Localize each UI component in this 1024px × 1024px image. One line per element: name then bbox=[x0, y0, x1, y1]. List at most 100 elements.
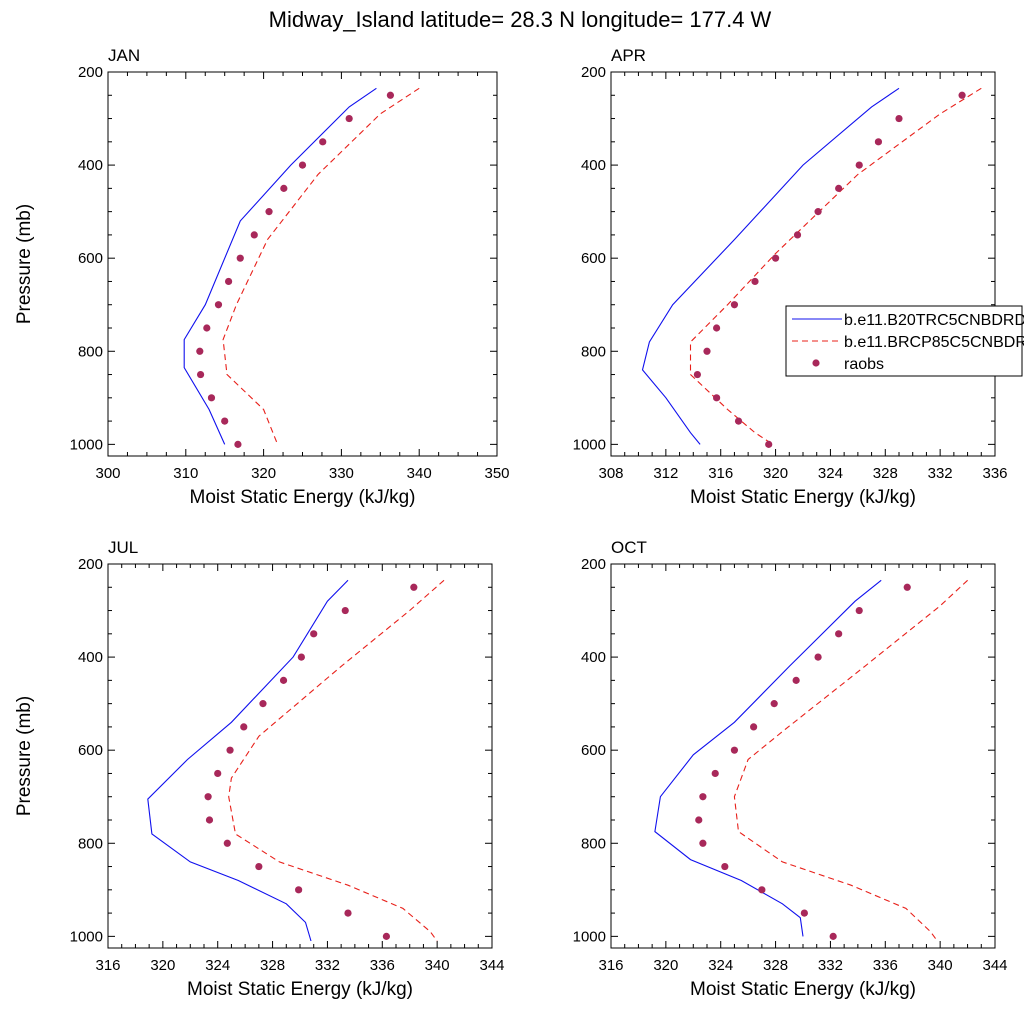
raobs-point bbox=[771, 254, 780, 262]
raobs-point bbox=[699, 839, 707, 847]
x-tick-label: 340 bbox=[407, 465, 432, 482]
x-tick-label: 330 bbox=[329, 465, 354, 482]
raobs-point bbox=[800, 909, 808, 917]
x-tick-label: 312 bbox=[653, 465, 678, 482]
raobs-point bbox=[835, 184, 843, 192]
plot-frame bbox=[610, 71, 996, 457]
plot-frame bbox=[610, 563, 996, 949]
x-axis-label: Moist Static Energy (kJ/kg) bbox=[690, 979, 916, 1000]
x-tick-label: 336 bbox=[873, 957, 898, 974]
raobs-point bbox=[280, 184, 288, 192]
raobs-point bbox=[770, 700, 778, 708]
raobs-point bbox=[730, 746, 739, 754]
raobs-point bbox=[226, 746, 234, 754]
y-tick-label: 600 bbox=[78, 250, 103, 267]
raobs-point bbox=[814, 208, 822, 216]
x-tick-label: 336 bbox=[982, 465, 1007, 482]
rcp85-series-line bbox=[733, 579, 968, 942]
panel-apr: APR 308 312 316 320 324 328 332 336 200 400 600 800 1… bbox=[573, 46, 1008, 508]
y-tick-label: 200 bbox=[581, 64, 606, 81]
rcp85-series-line bbox=[689, 87, 982, 445]
raobs-point bbox=[386, 91, 395, 99]
x-tick-label: 308 bbox=[598, 465, 623, 482]
historical-series-line bbox=[147, 579, 349, 942]
panels-container: JAN 300 310 320 330 340 350 200 400 600 800 1000 Moi… bbox=[14, 46, 1008, 1000]
legend-marker-raobs bbox=[812, 359, 820, 367]
raobs-point bbox=[196, 347, 204, 355]
y-axis-label: Pressure (mb) bbox=[14, 204, 35, 324]
x-tick-label: 344 bbox=[982, 957, 1007, 974]
legend-label: raobs bbox=[844, 356, 884, 373]
legend-label: b.e11.BRCP85C5CNBDRD bbox=[844, 334, 1024, 351]
y-tick-label: 600 bbox=[581, 742, 606, 759]
historical-series-line bbox=[654, 579, 882, 937]
x-tick-label: 324 bbox=[708, 957, 733, 974]
panel-title: OCT bbox=[611, 538, 647, 557]
x-tick-label: 320 bbox=[251, 465, 276, 482]
rcp85-series-line bbox=[228, 579, 445, 942]
raobs-point bbox=[903, 583, 911, 591]
x-tick-label: 328 bbox=[873, 465, 898, 482]
raobs-point bbox=[221, 417, 229, 425]
raobs-point bbox=[382, 932, 390, 940]
raobs-point bbox=[713, 324, 721, 332]
y-tick-label: 800 bbox=[581, 343, 606, 360]
y-tick-label: 800 bbox=[581, 835, 606, 852]
x-tick-label: 332 bbox=[928, 465, 953, 482]
x-tick-label: 320 bbox=[150, 957, 175, 974]
y-tick-label: 1000 bbox=[70, 436, 103, 453]
x-axis-label: Moist Static Energy (kJ/kg) bbox=[690, 487, 916, 508]
x-tick-label: 340 bbox=[425, 957, 450, 974]
y-tick-label: 1000 bbox=[573, 928, 606, 945]
x-tick-label: 300 bbox=[95, 465, 120, 482]
x-tick-label: 310 bbox=[173, 465, 198, 482]
legend-label: b.e11.B20TRC5CNBDRD bbox=[844, 312, 1024, 329]
x-tick-label: 316 bbox=[598, 957, 623, 974]
raobs-point bbox=[750, 723, 758, 731]
x-tick-label: 328 bbox=[763, 957, 788, 974]
x-tick-label: 350 bbox=[484, 465, 509, 482]
x-tick-label: 324 bbox=[818, 465, 843, 482]
panel-title: APR bbox=[611, 46, 646, 65]
raobs-point bbox=[224, 277, 233, 286]
raobs-point bbox=[765, 440, 773, 448]
raobs-point bbox=[250, 231, 258, 239]
y-tick-label: 1000 bbox=[573, 436, 606, 453]
raobs-point bbox=[223, 839, 231, 847]
raobs-point bbox=[703, 347, 711, 355]
raobs-point bbox=[734, 417, 743, 425]
x-tick-label: 320 bbox=[763, 465, 788, 482]
x-axis-label: Moist Static Energy (kJ/kg) bbox=[190, 487, 416, 508]
raobs-point bbox=[298, 161, 307, 169]
raobs-point bbox=[344, 909, 352, 917]
raobs-point bbox=[814, 653, 822, 661]
raobs-point bbox=[214, 301, 223, 309]
y-tick-label: 800 bbox=[78, 835, 103, 852]
y-axis-label: Pressure (mb) bbox=[14, 696, 35, 816]
raobs-point bbox=[793, 231, 802, 239]
raobs-point bbox=[855, 161, 863, 169]
x-tick-label: 340 bbox=[928, 957, 953, 974]
raobs-point bbox=[835, 630, 843, 638]
raobs-point bbox=[758, 886, 766, 894]
raobs-point bbox=[699, 793, 707, 801]
raobs-point bbox=[196, 370, 205, 379]
raobs-point bbox=[240, 723, 248, 731]
raobs-point bbox=[205, 816, 214, 824]
x-tick-label: 316 bbox=[708, 465, 733, 482]
raobs-point bbox=[203, 324, 211, 332]
historical-series-line bbox=[183, 87, 377, 445]
y-tick-label: 800 bbox=[78, 343, 103, 360]
raobs-point bbox=[345, 114, 353, 123]
raobs-point bbox=[721, 862, 729, 871]
raobs-point bbox=[713, 394, 721, 402]
x-tick-label: 332 bbox=[315, 957, 340, 974]
raobs-point bbox=[711, 769, 719, 778]
panel-jul: JUL 316 320 324 328 332 336 340 344 200 400 600 800 1… bbox=[14, 538, 505, 1000]
raobs-point bbox=[693, 370, 702, 379]
x-tick-label: 324 bbox=[205, 957, 230, 974]
raobs-point bbox=[214, 769, 222, 778]
raobs-point bbox=[751, 277, 759, 286]
x-tick-label: 336 bbox=[370, 957, 395, 974]
